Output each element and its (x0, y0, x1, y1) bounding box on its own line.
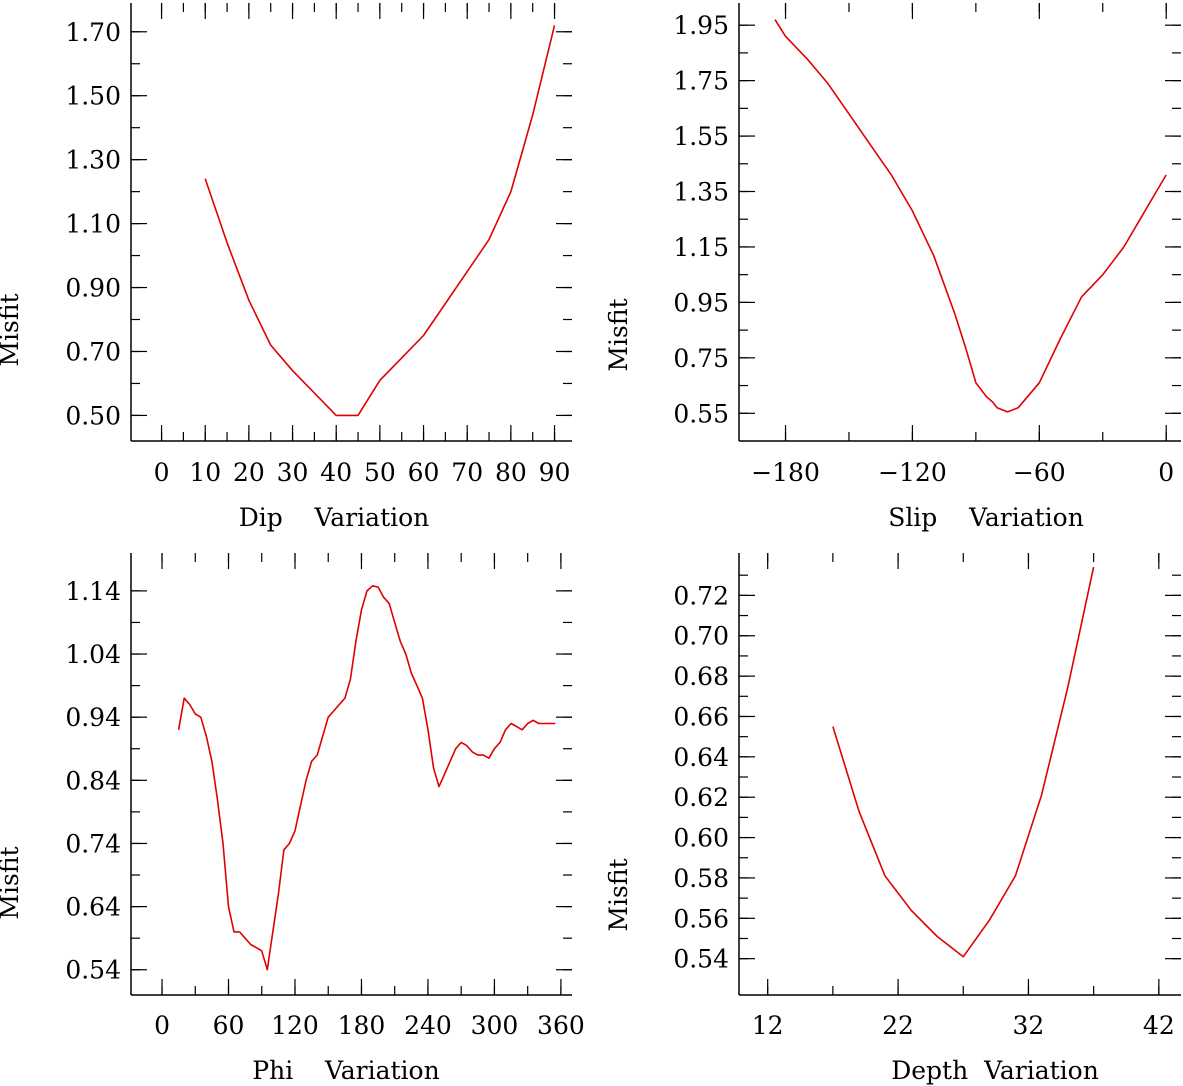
series-line-dip (204, 25, 556, 417)
y-tick-label: 1.30 (65, 146, 121, 175)
y-tick-label: 0.56 (673, 904, 729, 933)
y-tick-label: 0.94 (65, 703, 121, 732)
x-axis-label: Dip Variation (239, 503, 430, 532)
y-tick-label: 0.75 (673, 344, 729, 373)
y-tick-label: 0.58 (673, 864, 729, 893)
y-tick-label: 0.84 (65, 766, 121, 795)
x-tick-label: 32 (1013, 1011, 1045, 1040)
x-tick-label: −60 (1013, 458, 1066, 487)
y-axis-label: Misfit (0, 846, 24, 919)
y-tick-label: 0.54 (65, 956, 121, 985)
x-tick-label: 20 (233, 458, 265, 487)
y-tick-label: 0.95 (673, 288, 729, 317)
y-tick-label: 1.75 (673, 67, 729, 96)
y-tick-label: 0.62 (673, 783, 729, 812)
y-tick-label: 0.70 (673, 622, 729, 651)
series-line-phi (177, 584, 556, 971)
y-axis-label: Misfit (0, 293, 24, 366)
x-tick-label: 60 (408, 458, 440, 487)
y-axis-label: Misfit (604, 858, 633, 931)
x-tick-label: 360 (537, 1011, 585, 1040)
y-tick-label: 1.55 (673, 122, 729, 151)
phi-chart-panel: 0 60 120 180 240 300 360 0.54 0.64 0.74 0.84 0.94 1.… (0, 553, 585, 1085)
y-tick-label: 0.50 (65, 401, 121, 430)
x-tick-label: 120 (271, 1011, 319, 1040)
x-tick-label: 30 (277, 458, 309, 487)
y-tick-label: 1.50 (65, 82, 121, 111)
y-tick-label: 0.90 (65, 274, 121, 303)
series-line-slip (774, 19, 1167, 413)
y-tick-label: 1.15 (673, 233, 729, 262)
x-tick-label: 22 (882, 1011, 914, 1040)
x-tick-label: 50 (364, 458, 396, 487)
x-tick-label: 12 (752, 1011, 784, 1040)
x-tick-label: 10 (189, 458, 221, 487)
y-tick-label: 0.74 (65, 829, 121, 858)
x-tick-label: 180 (338, 1011, 386, 1040)
y-tick-label: 0.64 (65, 893, 121, 922)
x-tick-label: 42 (1143, 1011, 1175, 1040)
x-axis-label: Slip Variation (888, 503, 1084, 532)
y-axis-label: Misfit (604, 298, 633, 371)
depth-chart-panel: 12 22 32 42 0.54 0.56 0.58 0.60 0.62 0.64 0.66 0.68… (604, 553, 1181, 1085)
y-tick-label: 1.95 (673, 11, 729, 40)
x-tick-label: 240 (404, 1011, 452, 1040)
x-tick-label: 90 (539, 458, 571, 487)
x-tick-label: 70 (451, 458, 483, 487)
y-tick-label: 0.60 (673, 824, 729, 853)
y-tick-label: 0.70 (65, 337, 121, 366)
x-tick-label: −180 (751, 458, 820, 487)
x-tick-label: 80 (495, 458, 527, 487)
y-tick-label: 1.10 (65, 210, 121, 239)
x-tick-label: 0 (154, 458, 170, 487)
x-tick-label: 40 (320, 458, 352, 487)
y-tick-label: 1.35 (673, 178, 729, 207)
y-tick-label: 0.55 (673, 399, 729, 428)
dip-chart-panel: 0 10 20 30 40 50 60 70 80 90 0.50 0.70 0.90 1.10 1.30 1… (0, 3, 572, 532)
x-tick-label: 0 (154, 1011, 170, 1040)
x-tick-label: 0 (1158, 458, 1174, 487)
x-axis-label: Depth Variation (891, 1056, 1099, 1085)
x-tick-label: 60 (213, 1011, 245, 1040)
y-tick-label: 0.72 (673, 581, 729, 610)
y-tick-label: 0.66 (673, 702, 729, 731)
y-tick-label: 0.54 (673, 945, 729, 974)
y-tick-label: 1.70 (65, 18, 121, 47)
slip-chart-panel: −180 −120 −60 0 0.55 0.75 0.95 1.15 1.35 1.55 1.75… (604, 3, 1181, 532)
y-tick-label: 1.14 (65, 577, 121, 606)
x-axis-label: Phi Variation (252, 1056, 439, 1085)
series-line-depth (832, 566, 1095, 958)
x-tick-label: 300 (471, 1011, 519, 1040)
y-tick-label: 0.68 (673, 662, 729, 691)
x-tick-label: −120 (878, 458, 947, 487)
y-tick-label: 1.04 (65, 640, 121, 669)
y-tick-label: 0.64 (673, 743, 729, 772)
